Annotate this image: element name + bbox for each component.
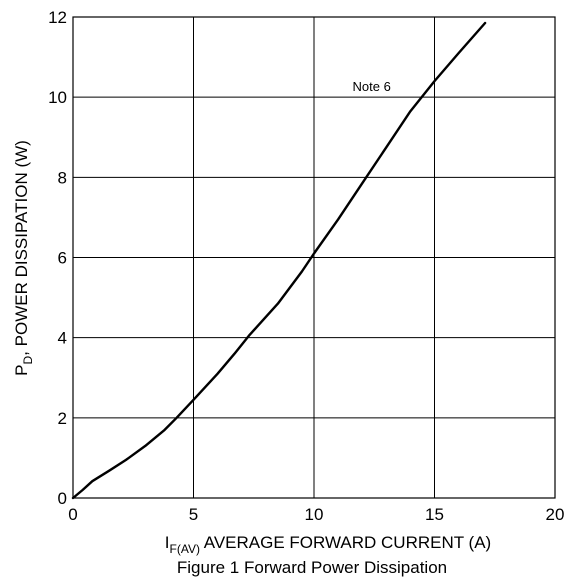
y-tick-label-4: 8: [58, 168, 67, 187]
x-axis-title-subscript: F(AV): [170, 542, 200, 556]
x-tick-label-1: 5: [189, 505, 198, 524]
x-tick-label-3: 15: [425, 505, 444, 524]
x-axis-ticks: 0 5 10 15 20: [68, 505, 564, 524]
y-tick-label-3: 6: [58, 249, 67, 268]
x-axis-title-symbol: I: [165, 533, 170, 552]
y-tick-label-2: 4: [58, 329, 67, 348]
plot-frame: [72, 16, 556, 499]
y-tick-label-1: 2: [58, 409, 67, 428]
series-layer: [71, 21, 487, 500]
series-line-0: [71, 21, 487, 500]
grid: [73, 17, 555, 498]
y-axis-title-subscript: D: [21, 355, 35, 364]
x-tick-label-2: 10: [305, 505, 324, 524]
y-axis-title: PD, POWER DISSIPATION (W): [12, 140, 35, 376]
x-tick-label-0: 0: [68, 505, 77, 524]
note-annotation: Note 6: [353, 79, 391, 94]
plot-border: [72, 16, 556, 499]
x-axis-title: IF(AV) AVERAGE FORWARD CURRENT (A): [165, 533, 491, 556]
y-tick-label-0: 0: [58, 489, 67, 508]
y-tick-label-6: 12: [48, 8, 67, 27]
x-axis-title-text: AVERAGE FORWARD CURRENT (A): [200, 533, 491, 552]
y-axis-ticks: 0 2 4 6 8 10 12: [48, 8, 67, 508]
y-tick-label-5: 10: [48, 88, 67, 107]
y-axis-title-symbol: P: [12, 364, 31, 375]
x-tick-label-4: 20: [546, 505, 565, 524]
y-axis-title-text: , POWER DISSIPATION (W): [12, 140, 31, 356]
figure-caption: Figure 1 Forward Power Dissipation: [177, 558, 447, 577]
